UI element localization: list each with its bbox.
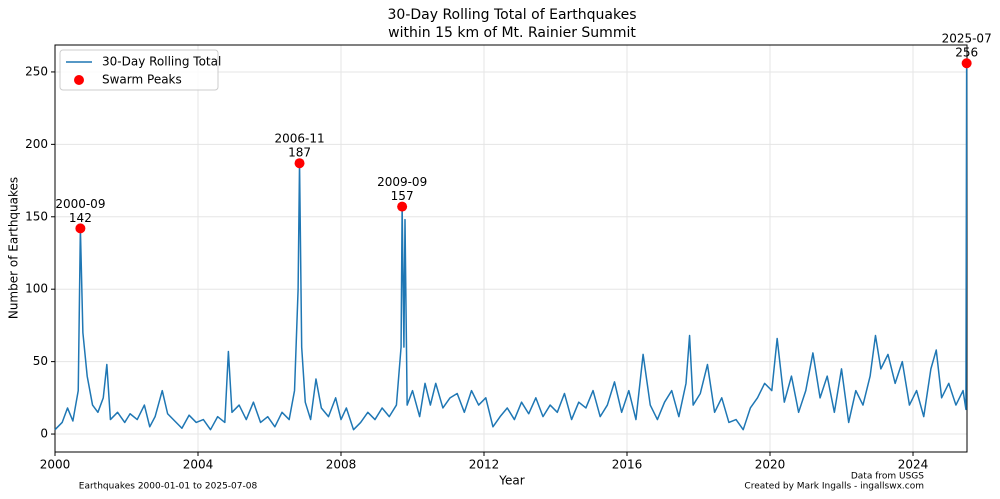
legend-label: Swarm Peaks — [102, 73, 182, 87]
peak-value-label: 157 — [391, 189, 414, 203]
footnote: Created by Mark Ingalls - ingallswx.com — [744, 482, 924, 492]
y-tick-label: 0 — [40, 427, 48, 441]
y-tick-label: 200 — [25, 137, 48, 151]
chart-title: within 15 km of Mt. Rainier Summit — [388, 25, 636, 41]
peak-date-label: 2009-09 — [377, 175, 427, 189]
legend-label: 30-Day Rolling Total — [102, 55, 221, 69]
y-axis-label: Number of Earthquakes — [7, 177, 21, 319]
footnote: Data from USGS — [851, 472, 924, 482]
chart-title: 30-Day Rolling Total of Earthquakes — [388, 7, 637, 23]
peak-point — [75, 223, 86, 234]
y-tick-label: 250 — [25, 64, 48, 78]
x-axis-label: Year — [498, 474, 524, 488]
footnote: Earthquakes 2000-01-01 to 2025-07-08 — [79, 482, 258, 492]
peak-date-label: 2025-07 — [942, 32, 992, 46]
x-tick-label: 2004 — [183, 458, 214, 472]
x-tick-label: 2008 — [326, 458, 357, 472]
legend-box — [59, 49, 219, 91]
peak-date-label: 2006-11 — [274, 132, 324, 146]
peak-value-label: 142 — [69, 211, 92, 225]
peak-date-label: 2000-09 — [55, 197, 105, 211]
peak-point — [397, 201, 408, 212]
peak-point — [961, 58, 972, 69]
x-tick-label: 2024 — [898, 458, 929, 472]
peak-value-label: 187 — [288, 146, 311, 160]
x-tick-label: 2000 — [40, 458, 71, 472]
y-tick-label: 150 — [25, 209, 48, 223]
peak-point — [294, 158, 305, 169]
data-line — [54, 63, 968, 431]
peak-value-label: 256 — [955, 46, 978, 60]
legend-swatch — [74, 75, 84, 85]
x-tick-label: 2016 — [612, 458, 643, 472]
x-tick-label: 2020 — [755, 458, 786, 472]
x-tick-label: 2012 — [469, 458, 500, 472]
y-tick-label: 100 — [25, 282, 48, 296]
y-tick-label: 50 — [33, 354, 48, 368]
